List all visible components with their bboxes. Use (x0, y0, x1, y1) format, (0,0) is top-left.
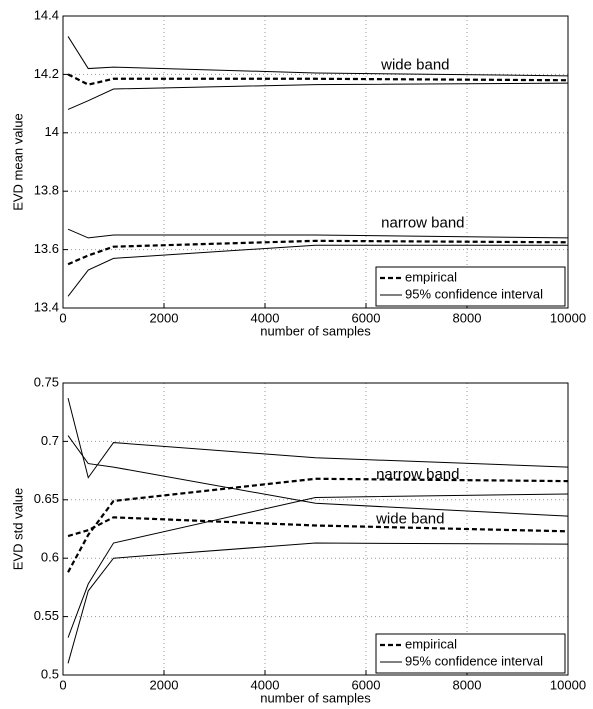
series-line (67, 239, 569, 266)
y-axis-label: EVD mean value (10, 113, 25, 211)
x-tick-label: 0 (59, 677, 66, 692)
y-tick-label: 13.8 (34, 183, 59, 198)
x-axis-label: number of samples (260, 323, 371, 338)
y-tick-label: 0.6 (41, 550, 59, 565)
x-tick-label: 10000 (550, 677, 586, 692)
x-tick-label: 4000 (251, 310, 280, 325)
series-line (67, 244, 568, 297)
y-tick-label: 0.55 (34, 608, 59, 623)
legend-label: empirical (405, 636, 457, 651)
annotation: wide band (380, 57, 449, 74)
legend-label: 95% confidence interval (405, 653, 543, 668)
series-line (67, 477, 569, 573)
legend-label: 95% confidence interval (405, 286, 543, 301)
axes-box (62, 15, 569, 309)
x-axis-label: number of samples (260, 690, 371, 705)
y-tick-label: 14.2 (34, 66, 59, 81)
axes-box (62, 382, 569, 676)
y-tick-label: 14 (45, 124, 59, 139)
series-line (67, 82, 569, 110)
annotation: narrow band (381, 214, 464, 231)
series-line (67, 36, 569, 77)
x-tick-label: 6000 (352, 677, 381, 692)
series-line (67, 435, 569, 517)
x-tick-label: 2000 (150, 677, 179, 692)
x-tick-label: 0 (59, 310, 66, 325)
series-line (67, 228, 569, 239)
legend-label: empirical (405, 269, 457, 284)
series-line (67, 493, 569, 638)
y-tick-label: 13.4 (34, 299, 59, 314)
legend-box (375, 633, 566, 674)
y-tick-label: 0.7 (41, 433, 59, 448)
x-tick-label: 10000 (550, 310, 586, 325)
annotation: narrow band (376, 466, 459, 483)
y-tick-label: 0.5 (41, 666, 59, 681)
x-tick-label: 2000 (150, 310, 179, 325)
series-line (67, 516, 569, 538)
y-tick-label: 0.65 (34, 491, 59, 506)
plot-area (63, 16, 568, 308)
y-tick-label: 13.6 (34, 241, 59, 256)
annotation: wide band (375, 511, 444, 528)
y-axis-label: EVD std value (10, 488, 25, 570)
x-tick-label: 8000 (453, 310, 482, 325)
series-line (67, 398, 569, 479)
y-tick-label: 14.4 (34, 7, 59, 22)
legend-box (375, 266, 566, 307)
series-line (67, 542, 569, 664)
y-tick-label: 0.75 (34, 374, 59, 389)
x-tick-label: 8000 (453, 677, 482, 692)
x-tick-label: 4000 (251, 677, 280, 692)
x-tick-label: 6000 (352, 310, 381, 325)
series-line (67, 73, 569, 86)
